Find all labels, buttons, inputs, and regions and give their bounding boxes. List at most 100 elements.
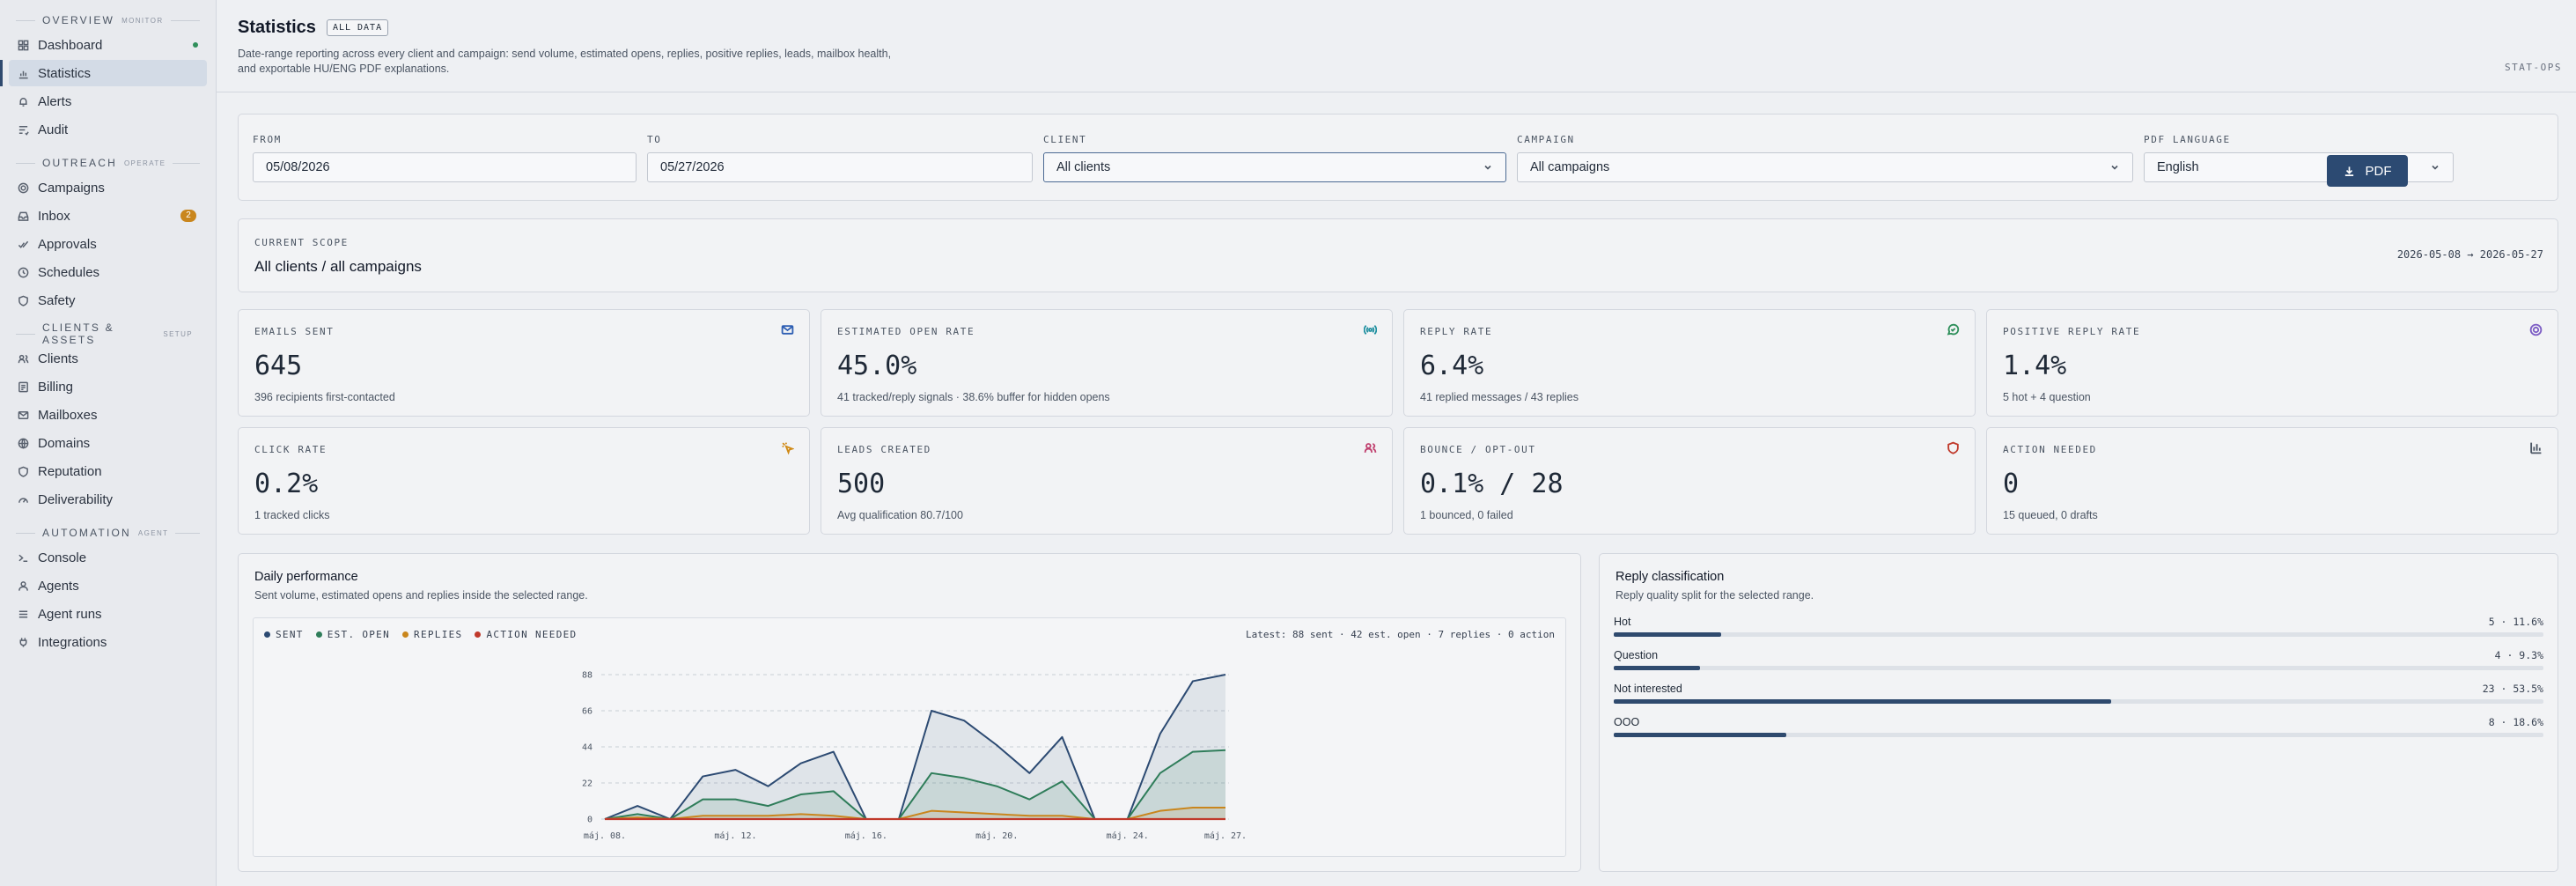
sidebar-item-safety[interactable]: Safety: [9, 287, 207, 314]
kpi-card-estimated-open-rate: ESTIMATED OPEN RATE 45.0% 41 tracked/reply…: [821, 309, 1393, 417]
sidebar-item-label: Campaigns: [38, 180, 105, 196]
sidebar-item-inbox[interactable]: Inbox 2: [9, 203, 207, 229]
sidebar-item-label: Approvals: [38, 236, 97, 252]
classification-value: 23 · 53.5%: [2482, 683, 2543, 695]
runs-icon: [18, 610, 27, 617]
classification-bar: [1614, 666, 2543, 670]
globe-icon: [18, 438, 28, 449]
y-tick-label: 0: [587, 816, 592, 825]
shield-icon: [18, 466, 28, 477]
sidebar-item-clients[interactable]: Clients: [9, 345, 207, 372]
x-tick-label: máj. 24.: [1107, 831, 1149, 841]
shield-icon: [1947, 441, 1961, 455]
sidebar: OVERVIEW MONITOR Dashboard Statistics Alerts…: [0, 0, 217, 886]
from-date-value: 05/08/2026: [266, 160, 330, 174]
y-tick-label: 44: [582, 743, 592, 753]
sidebar-item-alerts[interactable]: Alerts: [9, 88, 207, 114]
sidebar-section-subtitle: SETUP: [163, 329, 193, 338]
sidebar-section-title: OVERVIEW: [42, 14, 115, 26]
sidebar-item-billing[interactable]: Billing: [9, 373, 207, 400]
clock-icon: [18, 267, 28, 277]
mail-icon: [17, 409, 29, 421]
sidebar-item-label: Clients: [38, 351, 78, 366]
sidebar-item-schedules[interactable]: Schedules: [9, 259, 207, 285]
classification-bar-fill: [1614, 666, 1701, 670]
kpi-label: REPLY RATE: [1420, 326, 1493, 337]
classification-bar: [1614, 632, 2543, 637]
sidebar-item-audit[interactable]: Audit: [9, 116, 207, 143]
mail-icon: [781, 323, 795, 337]
bar-chart-icon: [2530, 442, 2542, 454]
section-divider: [170, 19, 200, 21]
pdf-export-button[interactable]: PDF: [2327, 155, 2408, 187]
series-area: [605, 749, 1225, 819]
main-content: Statistics ALL DATA Date-range reporting…: [217, 0, 2576, 886]
globe-icon: [17, 437, 29, 449]
scope-tag: ALL DATA: [326, 19, 389, 36]
kpi-subtext: 15 queued, 0 drafts: [2003, 509, 2098, 521]
chart-icon: [17, 67, 29, 79]
sidebar-item-label: Reputation: [38, 463, 102, 479]
signal-icon: [1363, 325, 1378, 335]
client-label: CLIENT: [1043, 134, 1087, 145]
sidebar-item-label: Alerts: [38, 93, 72, 109]
chevron-down-icon: [2111, 165, 2118, 170]
sidebar-item-reputation[interactable]: Reputation: [9, 458, 207, 484]
to-date-input[interactable]: 05/27/2026: [647, 152, 1033, 182]
chart-icon: [18, 70, 28, 78]
sidebar-section-header: OUTREACH OPERATE: [0, 153, 216, 173]
from-label: FROM: [253, 134, 282, 145]
shield-icon: [17, 465, 29, 477]
page-code: STAT-OPS: [2505, 62, 2562, 73]
sidebar-item-label: Integrations: [38, 634, 107, 650]
sidebar-item-agent-runs[interactable]: Agent runs: [9, 601, 207, 627]
sidebar-item-dashboard[interactable]: Dashboard: [9, 32, 207, 58]
sidebar-item-mailboxes[interactable]: Mailboxes: [9, 402, 207, 428]
check-icon: [17, 238, 29, 250]
from-date-input[interactable]: 05/08/2026: [253, 152, 637, 182]
sidebar-item-console[interactable]: Console: [9, 544, 207, 571]
kpi-label: BOUNCE / OPT-OUT: [1420, 444, 1536, 455]
line-chart-svg: 0 22 44 66 88 máj. 08. máj. 12. máj. 16. máj. 20…: [582, 671, 1247, 842]
sidebar-section-subtitle: MONITOR: [121, 16, 164, 25]
campaign-select-value: All campaigns: [1530, 160, 1610, 174]
classification-label: Question: [1614, 649, 1659, 661]
sidebar-section-title: CLIENTS & ASSETS: [42, 321, 114, 346]
sidebar-item-statistics[interactable]: Statistics: [0, 60, 207, 86]
sidebar-item-campaigns[interactable]: Campaigns: [9, 174, 207, 201]
client-select[interactable]: All clients: [1043, 152, 1506, 182]
mail-icon: [781, 325, 794, 335]
bar-chart-icon: [2529, 441, 2543, 455]
kpi-card-bounce-opt-out: BOUNCE / OPT-OUT 0.1% / 28 1 bounced, 0 fa…: [1403, 427, 1976, 535]
classification-label: Hot: [1614, 616, 1631, 628]
campaign-select[interactable]: All campaigns: [1517, 152, 2133, 182]
x-tick-label: máj. 20.: [975, 831, 1018, 841]
daily-title: Daily performance: [254, 570, 358, 584]
page-description: Date-range reporting across every client…: [238, 48, 892, 75]
kpi-card-action-needed: ACTION NEEDED 0 15 queued, 0 drafts: [1986, 427, 2558, 535]
kpi-label: LEADS CREATED: [837, 444, 931, 455]
kpi-label: CLICK RATE: [254, 444, 328, 455]
sidebar-item-agents[interactable]: Agents: [9, 572, 207, 599]
sidebar-item-domains[interactable]: Domains: [9, 430, 207, 456]
classification-label: OOO: [1614, 716, 1640, 728]
to-date-value: 05/27/2026: [660, 160, 725, 174]
x-tick-label: máj. 12.: [714, 831, 756, 841]
classification-title: Reply classification: [1616, 570, 1725, 584]
sidebar-item-label: Agents: [38, 578, 79, 594]
legend-item: REPLIES: [402, 629, 462, 640]
kpi-subtext: Avg qualification 80.7/100: [837, 509, 963, 521]
classification-value: 4 · 9.3%: [2494, 649, 2543, 661]
chevron-down-icon: [1484, 165, 1491, 170]
legend-swatch: [475, 631, 482, 638]
inbox-icon: [18, 211, 28, 221]
sidebar-item-approvals[interactable]: Approvals: [9, 231, 207, 257]
sidebar-item-integrations[interactable]: Integrations: [9, 629, 207, 655]
kpi-value: 45.0%: [837, 351, 917, 381]
section-divider: [16, 19, 35, 21]
kpi-subtext: 5 hot + 4 question: [2003, 391, 2091, 403]
sidebar-item-deliverability[interactable]: Deliverability: [9, 486, 207, 513]
classification-value: 8 · 18.6%: [2488, 716, 2543, 728]
legend-label: ACTION NEEDED: [486, 629, 578, 640]
shield-icon: [17, 294, 29, 306]
